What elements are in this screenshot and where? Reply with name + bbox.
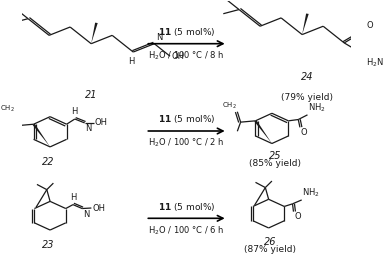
Text: H: H: [70, 193, 76, 202]
Polygon shape: [254, 120, 272, 144]
Text: OH: OH: [92, 204, 105, 212]
Text: N: N: [85, 124, 92, 133]
Text: H: H: [72, 107, 78, 116]
Text: O: O: [367, 21, 373, 30]
Text: H: H: [128, 57, 135, 66]
Text: 22: 22: [42, 157, 55, 167]
Text: 24: 24: [301, 72, 314, 82]
Text: OH: OH: [171, 52, 184, 61]
Text: $\mathbf{11}$ (5 mol%): $\mathbf{11}$ (5 mol%): [158, 26, 215, 38]
Text: $\mathbf{11}$ (5 mol%): $\mathbf{11}$ (5 mol%): [158, 201, 215, 212]
Text: O: O: [294, 212, 301, 221]
Text: CH$_2$: CH$_2$: [222, 101, 237, 111]
Polygon shape: [33, 124, 50, 147]
Polygon shape: [91, 23, 98, 44]
Text: 25: 25: [269, 151, 282, 161]
Text: O: O: [301, 128, 307, 137]
Text: (87% yield): (87% yield): [244, 245, 296, 254]
Text: (85% yield): (85% yield): [249, 159, 301, 168]
Polygon shape: [302, 14, 309, 35]
Text: $\mathbf{11}$ (5 mol%): $\mathbf{11}$ (5 mol%): [158, 113, 215, 125]
Text: NH$_2$: NH$_2$: [308, 102, 326, 114]
Text: N: N: [156, 33, 162, 42]
Text: 23: 23: [42, 241, 55, 250]
Text: OH: OH: [95, 118, 108, 127]
Text: H$_2$O / 100 °C / 2 h: H$_2$O / 100 °C / 2 h: [148, 137, 225, 149]
Text: H$_2$O / 100 °C / 8 h: H$_2$O / 100 °C / 8 h: [148, 50, 225, 62]
Text: H$_2$N: H$_2$N: [366, 57, 383, 69]
Text: CH$_2$: CH$_2$: [0, 104, 15, 114]
Text: 21: 21: [85, 90, 97, 100]
Text: (79% yield): (79% yield): [282, 93, 334, 102]
Text: NH$_2$: NH$_2$: [302, 187, 320, 199]
Text: N: N: [83, 210, 89, 219]
Text: H$_2$O / 100 °C / 6 h: H$_2$O / 100 °C / 6 h: [148, 224, 225, 237]
Text: 26: 26: [264, 237, 277, 247]
